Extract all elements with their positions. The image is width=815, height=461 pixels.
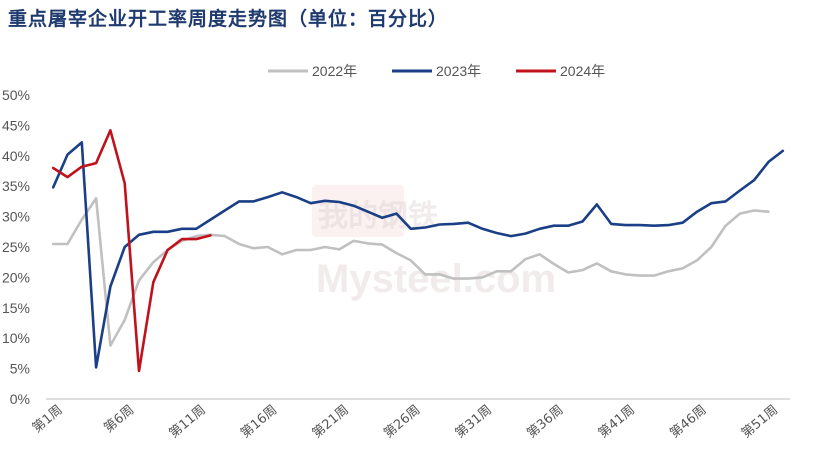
series-lines bbox=[51, 129, 785, 373]
y-tick-label: 40% bbox=[2, 148, 30, 164]
y-tick-label: 30% bbox=[2, 209, 30, 225]
legend-label: 2022年 bbox=[312, 63, 357, 79]
x-tick-label: 第11周 bbox=[167, 403, 209, 442]
x-tick-label: 第16周 bbox=[238, 403, 280, 442]
legend: 2022年 2023年 2024年 bbox=[268, 63, 605, 79]
x-tick-label: 第1周 bbox=[30, 403, 66, 437]
x-tick-label: 第36周 bbox=[524, 403, 566, 442]
y-tick-label: 20% bbox=[2, 269, 30, 285]
chart-title: 重点屠宰企业开工率周度走势图（单位：百分比） bbox=[8, 8, 449, 30]
legend-label: 2023年 bbox=[436, 63, 481, 79]
x-tick-label: 第51周 bbox=[739, 403, 781, 442]
y-tick-label: 15% bbox=[2, 300, 30, 316]
series-line bbox=[51, 129, 212, 373]
y-tick-label: 0% bbox=[10, 391, 30, 407]
legend-label: 2024年 bbox=[560, 63, 605, 79]
mysteel-watermark: 我的钢铁 Mysteel.com bbox=[312, 185, 556, 301]
y-axis: 0% 5% 10% 15% 20% 25% 30% 35% 40% 45% 50% bbox=[2, 87, 30, 407]
x-tick-label: 第21周 bbox=[310, 403, 352, 442]
y-tick-label: 10% bbox=[2, 330, 30, 346]
x-tick-label: 第26周 bbox=[381, 403, 423, 442]
y-tick-label: 5% bbox=[10, 361, 30, 377]
y-tick-label: 25% bbox=[2, 239, 30, 255]
series-line bbox=[51, 141, 785, 369]
x-tick-label: 第46周 bbox=[667, 403, 709, 442]
x-tick-label: 第31周 bbox=[453, 403, 495, 442]
y-tick-label: 35% bbox=[2, 178, 30, 194]
x-tick-label: 第6周 bbox=[101, 403, 137, 437]
y-tick-label: 50% bbox=[2, 87, 30, 103]
x-axis: 第1周 第6周 第11周 第16周 第21周 第26周 第31周 第36周 第41周 第46周 第5… bbox=[30, 398, 790, 442]
y-tick-label: 45% bbox=[2, 117, 30, 133]
watermark-site: Mysteel.com bbox=[316, 257, 556, 301]
x-tick-label: 第41周 bbox=[596, 403, 638, 442]
